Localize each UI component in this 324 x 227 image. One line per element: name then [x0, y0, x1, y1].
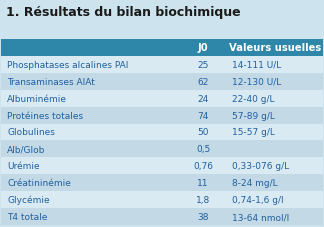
Text: 57-89 g/L: 57-89 g/L [232, 111, 275, 120]
Text: 0,74-1,6 g/l: 0,74-1,6 g/l [232, 195, 284, 204]
Text: 13-64 nmol/l: 13-64 nmol/l [232, 212, 290, 221]
Text: Urémie: Urémie [7, 162, 40, 170]
Text: 0,76: 0,76 [193, 162, 213, 170]
Text: 11: 11 [197, 178, 209, 188]
Text: 0,5: 0,5 [196, 145, 210, 154]
Text: 8-24 mg/L: 8-24 mg/L [232, 178, 278, 188]
Text: Globulines: Globulines [7, 128, 55, 137]
Text: 38: 38 [197, 212, 209, 221]
Text: 0,33-076 g/L: 0,33-076 g/L [232, 162, 290, 170]
Bar [1, 40, 323, 57]
Text: Protéines totales: Protéines totales [7, 111, 83, 120]
Text: Phosphatases alcalines PAl: Phosphatases alcalines PAl [7, 61, 128, 69]
Bar [1, 158, 323, 175]
Text: Créatininémie: Créatininémie [7, 178, 71, 188]
Text: 1. Résultats du bilan biochimique: 1. Résultats du bilan biochimique [6, 6, 241, 19]
Text: 50: 50 [197, 128, 209, 137]
Text: T4 totale: T4 totale [7, 212, 47, 221]
Text: Albuminémie: Albuminémie [7, 94, 67, 103]
Bar [1, 74, 323, 90]
Text: 14-111 U/L: 14-111 U/L [232, 61, 282, 69]
Text: 74: 74 [197, 111, 209, 120]
Bar [1, 124, 323, 141]
Bar [1, 175, 323, 191]
Text: 62: 62 [197, 77, 209, 86]
Bar [1, 141, 323, 158]
Text: 24: 24 [197, 94, 209, 103]
Text: 15-57 g/L: 15-57 g/L [232, 128, 275, 137]
Text: 22-40 g/L: 22-40 g/L [232, 94, 275, 103]
Text: J0: J0 [198, 43, 208, 53]
Text: Valeurs usuelles: Valeurs usuelles [228, 43, 321, 53]
Bar [1, 57, 323, 74]
Text: Glycémie: Glycémie [7, 195, 50, 205]
Bar [1, 107, 323, 124]
Text: Alb/Glob: Alb/Glob [7, 145, 45, 154]
Bar [1, 208, 323, 225]
Text: Transaminases AlAt: Transaminases AlAt [7, 77, 95, 86]
Bar [1, 191, 323, 208]
Text: 12-130 U/L: 12-130 U/L [232, 77, 282, 86]
Text: 1,8: 1,8 [196, 195, 210, 204]
Text: 25: 25 [197, 61, 209, 69]
Bar [1, 90, 323, 107]
